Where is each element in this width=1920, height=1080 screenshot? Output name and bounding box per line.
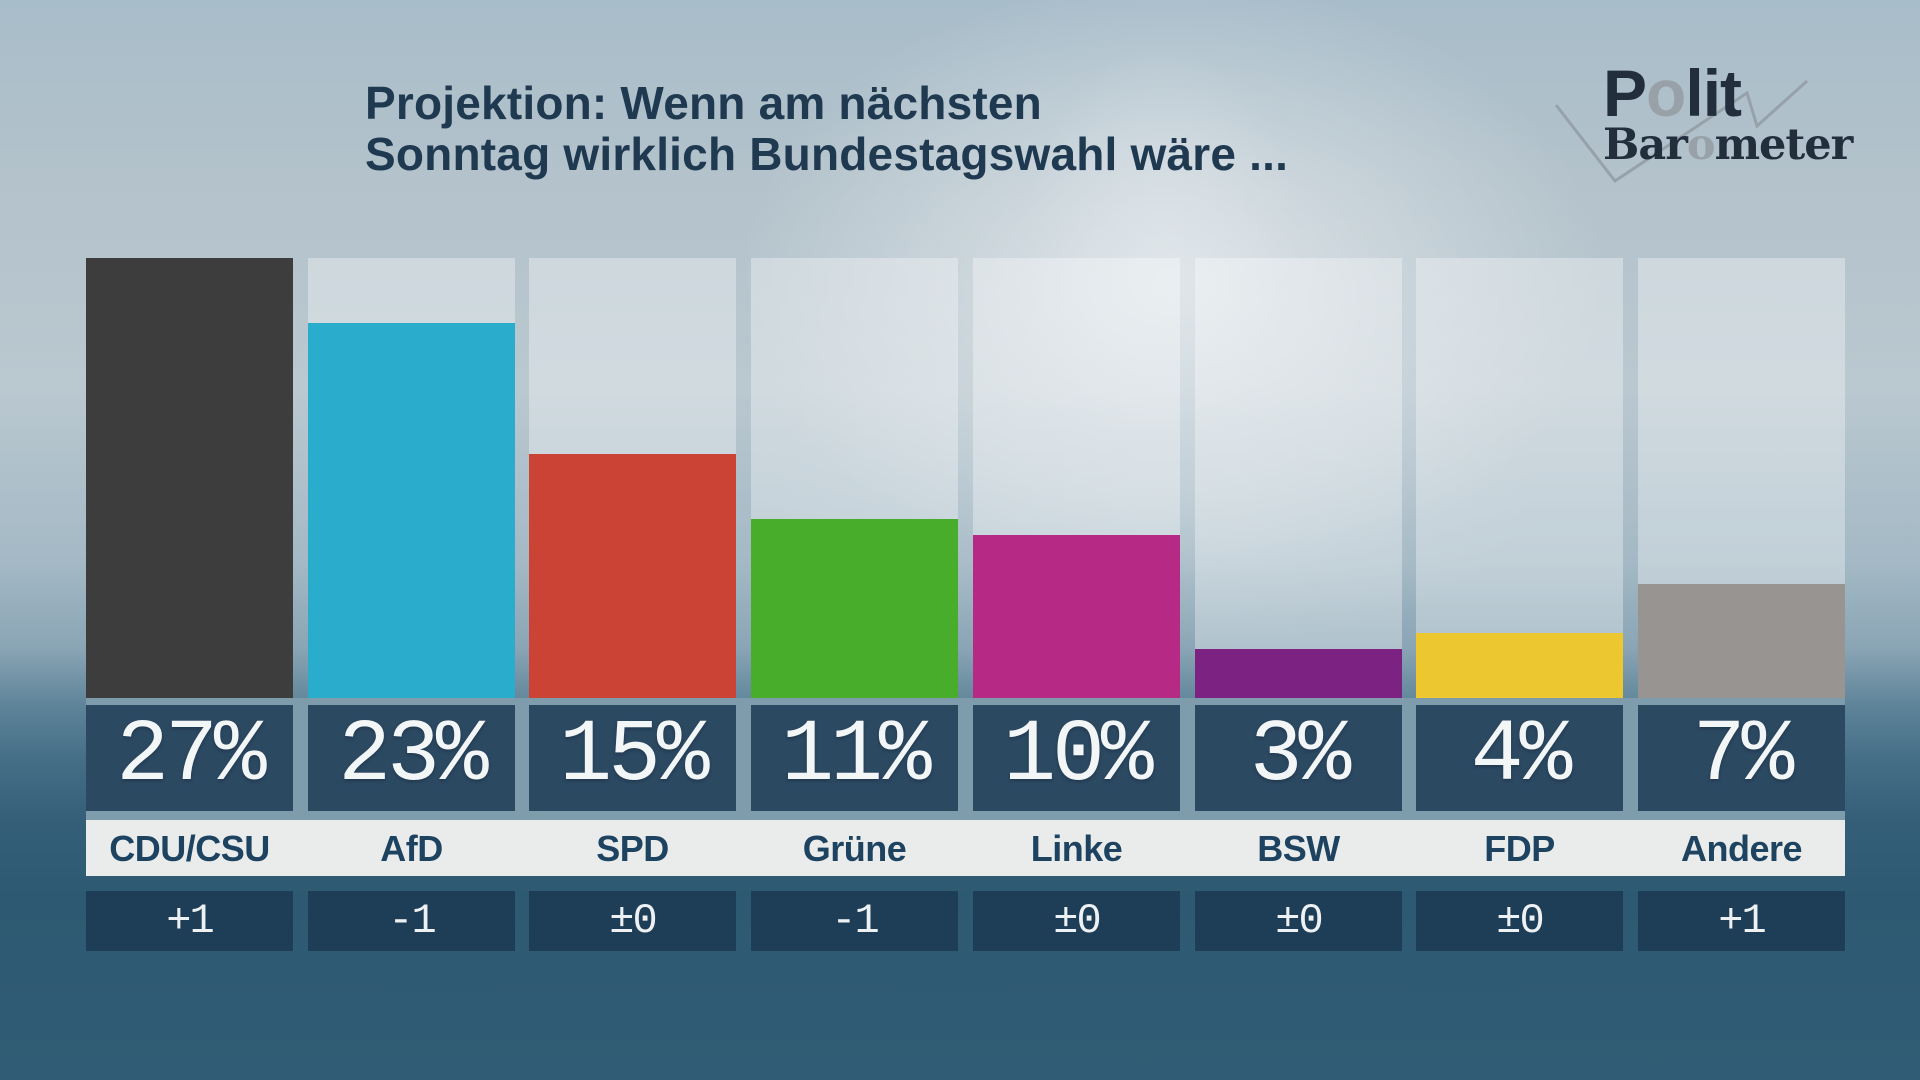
bar-AfD [308,323,515,698]
bar-chart-plot-area [86,258,1845,698]
bar-Linke [973,535,1180,698]
party-label-FDP: FDP [1484,828,1555,869]
change-value-Linke: ±0 [973,891,1180,951]
party-label-BSW: BSW [1257,828,1340,869]
percent-value-Andere: 7% [1638,705,1845,811]
bar-column-BSW [1195,258,1402,698]
logo-baro-meter: meter [1714,120,1854,170]
bar-column-Grüne [751,258,958,698]
bar-CDU/CSU [86,258,293,698]
change-value-FDP: ±0 [1416,891,1623,951]
bar-FDP [1416,633,1623,698]
chart-title-line1: Projektion: Wenn am nächsten [365,77,1042,129]
bar-column-Linke [973,258,1180,698]
chart-title: Projektion: Wenn am nächsten Sonntag wir… [365,78,1288,180]
change-value-BSW: ±0 [1195,891,1402,951]
logo-polit-lit: lit [1685,56,1742,130]
percent-value-Linke: 10% [973,705,1180,811]
party-label-strip: CDU/CSU AfD SPD Grüne Linke BSW FDP Andere [86,820,1845,876]
logo-barometer-text: Barometer [1603,120,1854,170]
percent-value-FDP: 4% [1416,705,1623,811]
percent-value-Grüne: 11% [751,705,958,811]
percent-value-BSW: 3% [1195,705,1402,811]
percent-value-AfD: 23% [308,705,515,811]
logo-polit-text: Polit [1603,60,1742,126]
zigzag-line-icon [1554,79,1809,184]
logo-baro-o: o [1686,120,1716,170]
percent-value-CDU/CSU: 27% [86,705,293,811]
percent-value-row: 27% 23% 15% 11% 10% 3% 4% 7% [86,698,1845,820]
bar-column-SPD [529,258,736,698]
bar-column-Andere [1638,258,1845,698]
party-label-AfD: AfD [380,828,443,869]
bar-column-AfD [308,258,515,698]
bar-track [1416,258,1623,698]
bar-track [1195,258,1402,698]
bar-column-FDP [1416,258,1623,698]
bar-SPD [529,454,736,698]
change-value-CDU/CSU: +1 [86,891,293,951]
bar-Andere [1638,584,1845,698]
politbarometer-logo: Polit Barometer [1548,56,1853,206]
chart-title-line2: Sonntag wirklich Bundestagswahl wäre ... [365,128,1289,180]
change-value-row: +1 -1 ±0 -1 ±0 ±0 ±0 +1 [86,891,1845,951]
party-label-CDU/CSU: CDU/CSU [109,828,270,869]
change-value-Grüne: -1 [751,891,958,951]
change-value-SPD: ±0 [529,891,736,951]
party-label-Linke: Linke [1030,828,1123,869]
logo-baro-bar: Bar [1603,120,1688,170]
party-label-Grüne: Grüne [802,828,907,869]
party-label-SPD: SPD [596,828,669,869]
change-value-Andere: +1 [1638,891,1845,951]
bar-BSW [1195,649,1402,698]
logo-polit-p: P [1603,56,1647,130]
bar-column-CDU/CSU [86,258,293,698]
bar-Grüne [751,519,958,698]
percent-value-SPD: 15% [529,705,736,811]
logo-polit-o: o [1646,56,1686,130]
party-label-Andere: Andere [1680,828,1803,869]
change-value-AfD: -1 [308,891,515,951]
